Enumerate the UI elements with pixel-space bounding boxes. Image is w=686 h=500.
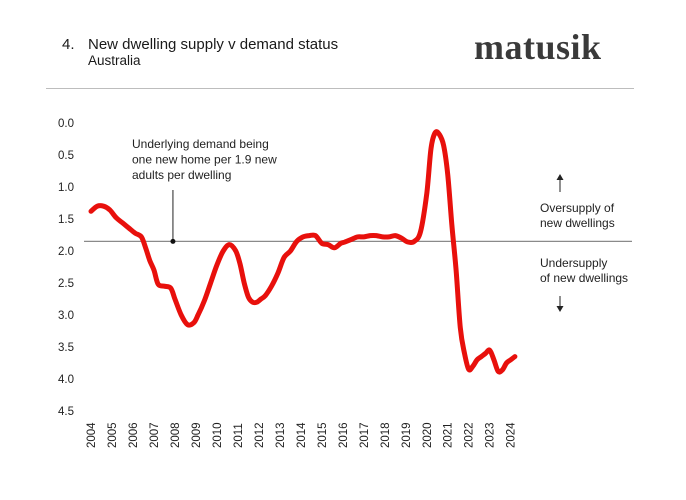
header-divider [46,88,634,89]
y-tick-label: 0.5 [58,150,74,162]
oversupply-label: Oversupply of [540,201,615,215]
x-tick-label: 2021 [443,422,455,448]
x-axis-ticks: 2004 2005 2006 2007 2008 2009 2010 2011 2012 2013… [86,422,518,448]
y-tick-label: 2.0 [58,246,74,258]
x-tick-label: 2010 [212,422,224,448]
chart-number: 4. [62,36,75,53]
undersupply-label: Undersupply [540,256,607,270]
x-tick-label: 2022 [464,422,476,448]
x-tick-label: 2009 [191,422,203,448]
x-tick-label: 2004 [86,422,98,448]
x-tick-label: 2008 [170,422,182,448]
y-axis-ticks: 0.0 0.5 1.0 1.5 2.0 2.5 3.0 3.5 4.0 4.5 [58,118,74,418]
x-tick-label: 2016 [338,422,350,448]
y-tick-label: 3.5 [58,342,74,354]
y-tick-label: 4.0 [58,374,74,386]
y-tick-label: 3.0 [58,310,74,322]
x-tick-label: 2023 [485,422,497,448]
y-tick-label: 2.5 [58,278,74,290]
x-tick-label: 2012 [254,422,266,448]
undersupply-label: of new dwellings [540,271,628,285]
y-tick-label: 0.0 [58,118,74,130]
supply-demand-series-line [88,129,518,375]
demand-note-line: Underlying demand being [132,137,269,151]
x-tick-label: 2013 [275,422,287,448]
y-tick-label: 4.5 [58,406,74,418]
y-tick-label: 1.0 [58,182,74,194]
x-tick-label: 2024 [506,422,518,448]
demand-note-line: one new home per 1.9 new [132,153,277,167]
x-tick-label: 2020 [422,422,434,448]
oversupply-label: new dwellings [540,216,615,230]
x-tick-label: 2018 [380,422,392,448]
up-arrow-icon [556,174,564,180]
x-tick-label: 2007 [149,422,161,448]
demand-note-line: adults per dwelling [132,168,231,182]
x-tick-label: 2005 [107,422,119,448]
reference-marker-dot [170,238,176,244]
x-tick-label: 2019 [401,422,413,448]
demand-annotation: Underlying demand being one new home per … [132,137,277,182]
chart-subtitle: Australia [88,53,141,68]
x-tick-label: 2006 [128,422,140,448]
brand-logo: matusik [474,27,602,67]
x-tick-label: 2017 [359,422,371,448]
down-arrow-icon [556,306,564,312]
x-tick-label: 2011 [233,423,245,448]
x-tick-label: 2015 [317,422,329,448]
chart-title: New dwelling supply v demand status [88,36,339,53]
y-tick-label: 1.5 [58,214,74,226]
x-tick-label: 2014 [296,422,308,448]
